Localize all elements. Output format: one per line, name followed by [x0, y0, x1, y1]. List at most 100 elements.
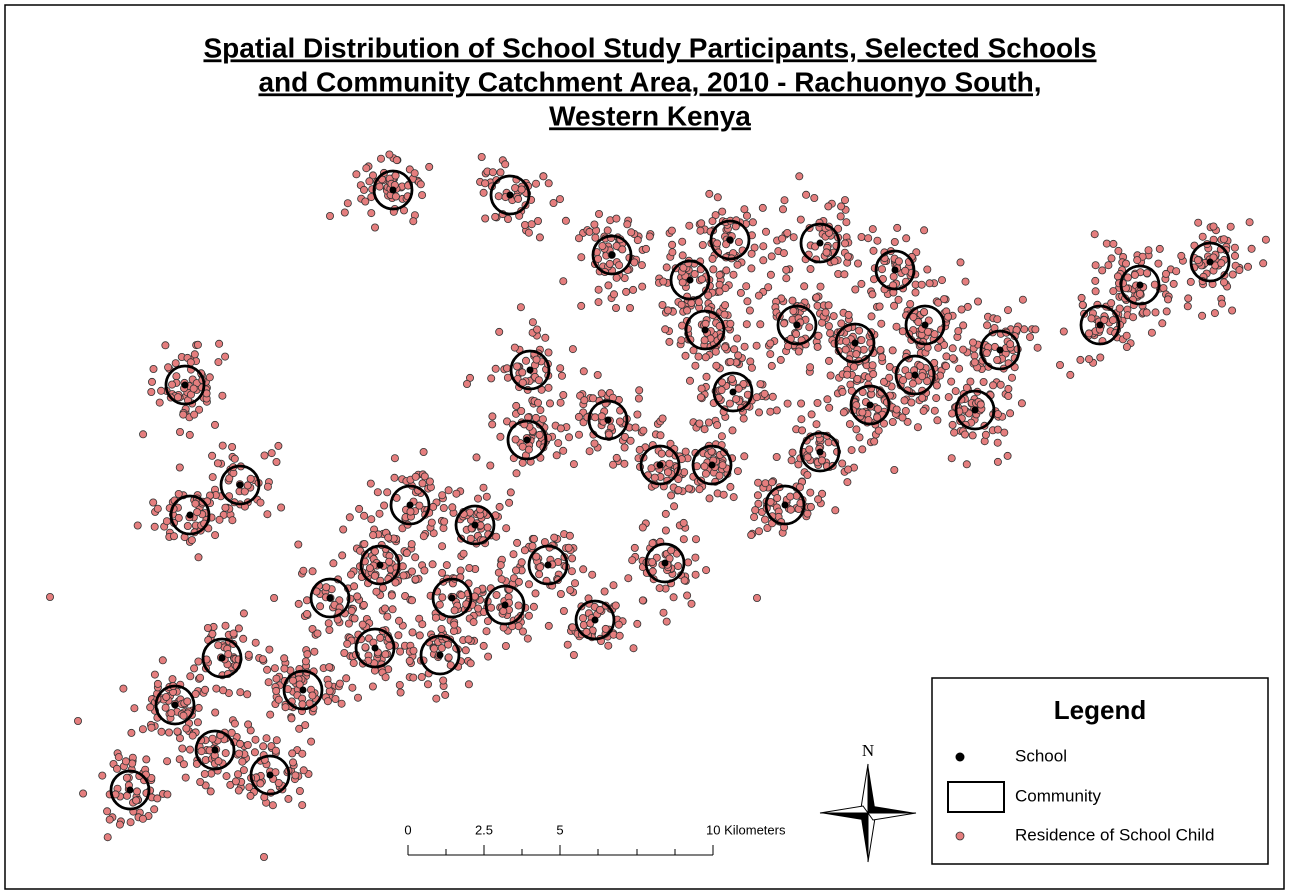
residence-point: [299, 766, 308, 775]
residence-point: [483, 617, 492, 626]
residence-point: [923, 265, 932, 274]
residence-point: [381, 673, 390, 682]
residence-point: [569, 460, 578, 469]
residence-point: [841, 239, 850, 248]
community-area: [904, 304, 946, 346]
residence-point: [113, 764, 122, 773]
residence-point: [974, 297, 983, 306]
residence-point: [1004, 306, 1013, 315]
residence-point: [944, 393, 953, 402]
residence-point: [571, 579, 580, 588]
residence-point: [544, 383, 553, 392]
residence-point: [622, 287, 631, 296]
residence-point: [370, 223, 379, 232]
residence-point: [892, 405, 901, 414]
residence-point: [876, 345, 885, 354]
residence-point: [369, 531, 378, 540]
residence-point: [368, 682, 377, 691]
residence-point: [308, 567, 317, 576]
community-area: [669, 259, 711, 301]
residence-point: [419, 447, 428, 456]
residence-point: [244, 650, 253, 659]
residence-point: [295, 724, 304, 733]
residence-point: [186, 358, 195, 367]
residence-point: [1008, 373, 1017, 382]
residence-point: [239, 634, 248, 643]
residence-point: [432, 694, 441, 703]
residence-point: [272, 457, 281, 466]
residence-point: [221, 749, 230, 758]
residence-point: [993, 438, 1002, 447]
residence-point: [836, 212, 845, 221]
residence-point: [577, 253, 586, 262]
legend-school-symbol: [955, 752, 965, 762]
residence-point: [103, 807, 112, 816]
residence-point: [561, 216, 570, 225]
residence-point: [893, 223, 902, 232]
community-area: [169, 494, 211, 536]
residence-point: [824, 202, 833, 211]
residence-point: [190, 664, 199, 673]
residence-point: [350, 582, 359, 591]
residence-point: [550, 533, 559, 542]
school-point: [376, 561, 384, 569]
residence-point: [481, 179, 490, 188]
residence-point: [430, 644, 439, 653]
residence-point: [918, 372, 927, 381]
residence-point: [767, 252, 776, 261]
residence-point: [387, 591, 396, 600]
residence-point: [1143, 269, 1152, 278]
residence-point: [669, 593, 678, 602]
residence-point: [763, 524, 772, 533]
residence-point: [805, 323, 814, 332]
residence-point: [970, 351, 979, 360]
residence-point: [868, 225, 877, 234]
residence-point: [201, 685, 210, 694]
community-area: [309, 577, 351, 619]
community-area: [849, 384, 891, 426]
residence-point: [532, 552, 541, 561]
residence-point: [406, 507, 415, 516]
residence-point: [295, 787, 304, 796]
residence-point: [359, 600, 368, 609]
residence-point: [920, 307, 929, 316]
residence-point: [993, 355, 1002, 364]
residence-point: [105, 815, 114, 824]
residence-point: [766, 407, 775, 416]
residence-point: [752, 341, 761, 350]
residence-point: [187, 536, 196, 545]
community-area: [509, 349, 551, 391]
residence-point: [527, 220, 536, 229]
residence-point: [826, 329, 835, 338]
residence-point: [885, 373, 894, 382]
residence-point: [1218, 299, 1227, 308]
school-point: [816, 448, 824, 456]
residence-point: [803, 509, 812, 518]
residence-point: [1113, 272, 1122, 281]
residence-point: [280, 664, 289, 673]
residence-point: [603, 226, 612, 235]
residence-point: [457, 591, 466, 600]
residence-point: [181, 773, 190, 782]
community-area: [489, 174, 531, 216]
residence-point: [395, 681, 404, 690]
residence-point: [993, 425, 1002, 434]
residence-point: [686, 376, 695, 385]
scale-label: 2.5: [475, 822, 493, 837]
residence-point: [701, 319, 710, 328]
residence-point: [842, 337, 851, 346]
residence-point: [920, 226, 929, 235]
residence-point: [629, 644, 638, 653]
residence-point: [1077, 293, 1086, 302]
residence-point: [844, 465, 853, 474]
residence-point: [464, 635, 473, 644]
residence-point: [595, 209, 604, 218]
residence-point: [222, 772, 231, 781]
residence-point: [1219, 235, 1228, 244]
scale-label: 10 Kilometers: [706, 822, 786, 837]
residence-point: [892, 322, 901, 331]
residence-point: [346, 570, 355, 579]
residence-point: [816, 282, 825, 291]
residence-point: [535, 570, 544, 579]
residence-point: [408, 628, 417, 637]
